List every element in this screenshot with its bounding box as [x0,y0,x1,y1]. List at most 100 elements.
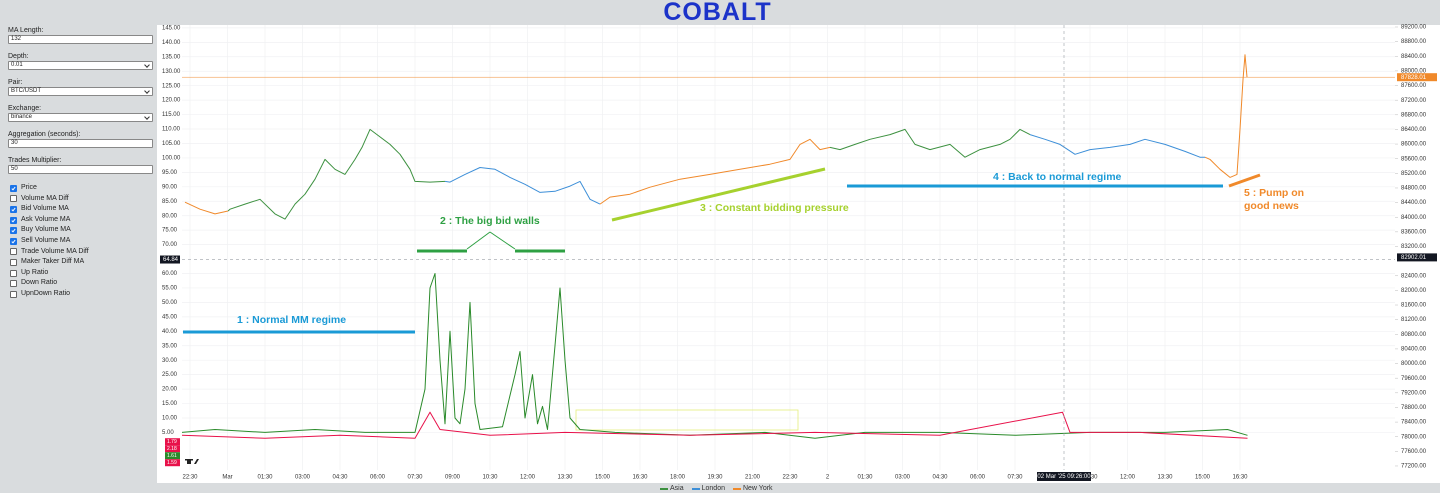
x-tick-label: 04:30 [332,475,348,481]
volume-tag-label: 1.59 [167,460,177,466]
checkbox[interactable] [10,195,17,203]
annotation: 5 : Pump on good news [1244,187,1305,212]
checkbox[interactable] [10,205,17,213]
x-tick-label: 12:00 [520,475,536,481]
last-price-tag [1397,73,1437,82]
volume-tag-label: 2.18 [167,446,177,452]
y2-tick-label: 85200.00 [1401,171,1427,177]
x-tick-label: 07:30 [1007,475,1023,481]
checkbox[interactable] [10,290,17,298]
control-label: Trades Multiplier: [8,157,62,164]
y-tick-label: 55.00 [162,286,178,292]
checkmark [11,218,16,223]
dropdown[interactable]: binance [8,113,153,122]
checkbox[interactable] [10,258,17,266]
control-label: Pair: [8,79,23,86]
y2-tick-label: 81600.00 [1401,303,1427,309]
series-line [184,54,1248,215]
settings-panel: MA Length: 132 Depth: 0.01 Pair: BTC/USDT Exch… [8,24,153,182]
checkbox-row: UpnDown Ratio [10,289,89,300]
checkbox[interactable] [10,216,17,224]
x-tick-label: 03:00 [295,475,311,481]
checkbox-row: Trade Volume MA Diff [10,247,89,258]
x-tick-label: 22:30 [182,475,198,481]
y-tick-label: 10.00 [162,416,178,422]
y2-tick-label: 87600.00 [1401,83,1427,89]
y2-tick-label: 82400.00 [1401,273,1427,279]
x-tick-label: 06:00 [970,475,986,481]
y2-tick-label: 80000.00 [1401,361,1427,367]
crosshair-x-label: 02 Mar '25 09:26:00 [1037,474,1091,480]
checkbox-label: Sell Volume MA [21,236,71,244]
x-tick-label: 12:00 [1120,475,1136,481]
y-tick-label: 15.00 [162,401,178,407]
legend-item[interactable]: New York [732,485,773,492]
y2-tick-label: 86800.00 [1401,112,1427,118]
crosshair-x-tag [1037,472,1091,481]
legend-item[interactable]: London [691,485,725,492]
y2-tick-label: 89200.00 [1401,25,1427,31]
y2-tick-label: 88000.00 [1401,68,1427,74]
x-tick-label: 06:00 [370,475,386,481]
checkbox-row: Up Ratio [10,268,89,279]
dropdown[interactable]: BTC/USDT [8,87,153,96]
checkbox[interactable] [10,269,17,277]
checkmark [11,207,16,212]
checkbox[interactable] [10,227,17,235]
x-tick-label: 13:30 [1157,475,1173,481]
x-tick-label: 16:30 [632,475,648,481]
checkbox[interactable] [10,248,17,256]
checkbox-row: Ask Volume MA [10,215,89,226]
y2-tick-label: 82000.00 [1401,288,1427,294]
y-tick-label: 75.00 [162,228,178,234]
control-label: Aggregation (seconds): [8,131,81,138]
logo: COBALT [663,0,772,26]
text-input[interactable]: 30 [8,139,153,148]
annotation-pointer [489,231,516,250]
series-line [181,411,1248,439]
x-tick-label: 19:30 [707,475,723,481]
x-tick-label: 13:30 [557,475,573,481]
checkbox[interactable] [10,237,17,245]
checkbox-label: Down Ratio [21,279,58,287]
x-tick-label: 18:00 [670,475,686,481]
x-tick-label: 21:00 [745,475,761,481]
y-tick-label: 45.00 [162,314,178,320]
y-tick-label: 140.00 [162,40,181,46]
y-tick-label: 115.00 [162,112,181,118]
y2-tick-label: 84800.00 [1401,186,1427,192]
dropdown[interactable]: 0.01 [8,61,153,70]
legend-swatch [732,487,741,490]
control-label: Exchange: [8,105,42,112]
y2-tick-label: 77600.00 [1401,449,1427,455]
checkbox[interactable] [10,280,17,288]
annotation: 2 : The big bid walls [440,215,540,227]
y-tick-label: 60.00 [162,271,178,277]
y2-tick-label: 84000.00 [1401,215,1427,221]
crosshair-y2-tag [1397,253,1437,262]
series-line [444,134,1205,205]
legend-label: New York [742,485,773,492]
checkbox[interactable] [10,184,17,192]
y-tick-label: 80.00 [162,213,178,219]
text-input[interactable]: 132 [8,35,153,44]
y2-tick-label: 84400.00 [1401,200,1427,206]
x-tick-label: 15:00 [1195,475,1211,481]
y2-tick-label: 83600.00 [1401,229,1427,235]
text-input[interactable]: 50 [8,165,153,174]
x-tick-label: 09:00 [445,475,461,481]
y-tick-label: 125.00 [162,83,181,89]
y2-tick-label: 81200.00 [1401,317,1427,323]
y2-tick-label: 86400.00 [1401,127,1427,133]
crosshair-y-tag [160,255,180,264]
legend-item[interactable]: Asia [660,485,684,492]
highlight-box [575,409,799,431]
y-tick-label: 5.00 [162,430,174,436]
checkbox-row: Volume MA Diff [10,194,89,205]
legend-label: London [701,485,725,492]
chart-area [157,25,1440,483]
y-tick-label: 90.00 [162,184,178,190]
checkmark [11,228,16,233]
